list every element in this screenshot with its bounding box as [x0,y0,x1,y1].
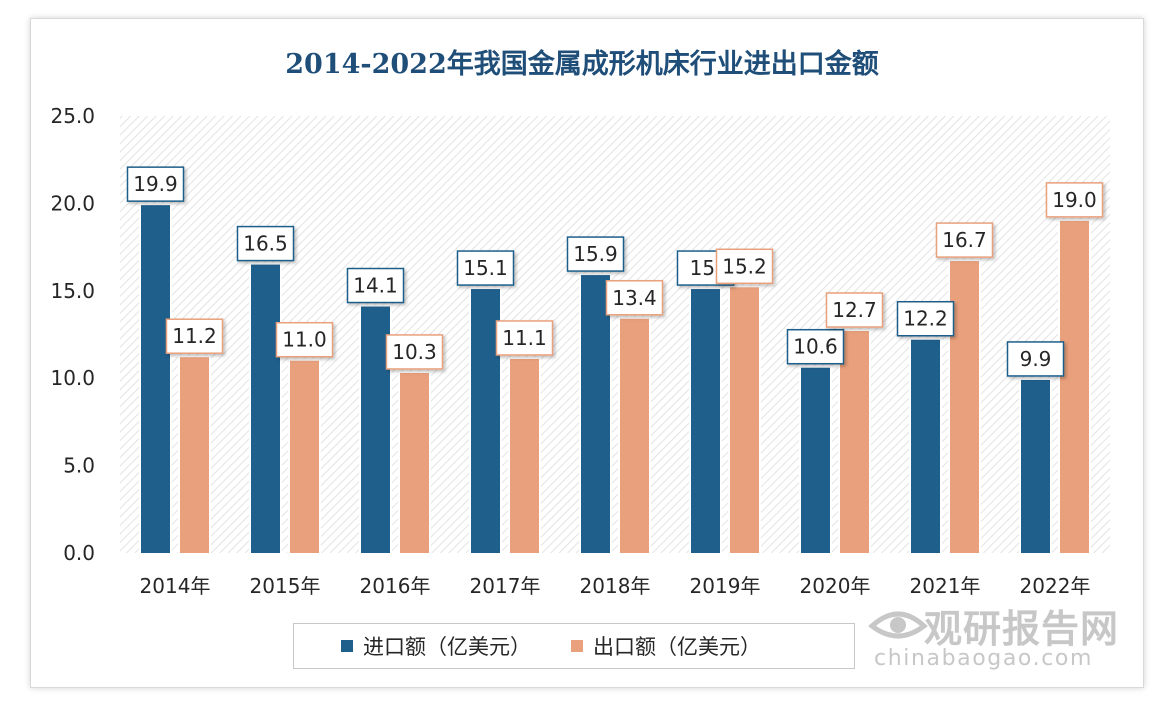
data-label: 11.1 [502,326,547,350]
bar-import [691,289,720,553]
x-tick-label: 2016年 [360,574,431,598]
data-label-box [346,267,405,304]
x-tick-label: 2018年 [580,574,651,598]
x-tick-label: 2021年 [910,574,981,598]
data-label-box [456,250,515,286]
x-tick-label: 2022年 [1020,574,1091,598]
y-tick-label: 10.0 [50,366,95,390]
data-label: 16.5 [243,232,288,256]
x-axis: 2014年 2015年 2016年 2017年 2018年 2019年 2020年 2021年… [140,574,1091,598]
data-label-box [605,280,664,316]
legend-swatch-import [341,640,353,652]
chart-title: 2014-2022年我国金属成形机床行业进出口金额 [285,49,879,80]
bar-import [801,367,830,553]
data-label: 10.6 [793,335,838,359]
data-label: 19.0 [1052,188,1097,212]
x-tick-label: 2014年 [140,574,211,598]
data-label-box [236,225,295,262]
bar-export [730,287,759,553]
bar-export [400,372,429,553]
y-tick-label: 15.0 [50,279,95,303]
x-tick-label: 2015年 [250,574,321,598]
bar-import [911,339,940,553]
data-label: 11.0 [282,328,327,352]
data-label: 10.3 [392,340,437,364]
data-label: 16.7 [942,228,987,252]
bar-import [141,205,170,553]
bar-export [290,360,319,553]
data-label-box [825,292,884,328]
data-label-box [786,328,845,365]
data-label: 11.2 [172,324,217,348]
x-tick-label: 2017年 [470,574,541,598]
data-labels-group: 19.9 11.2 16.5 11.0 14.1 10.3 15.1 11.1 15.9 13.4… [126,166,1104,377]
legend-label-export: 出口额（亿美元） [593,635,761,659]
data-label-box [1045,182,1104,218]
y-tick-label: 20.0 [50,191,95,215]
data-label: 14.1 [353,274,398,298]
y-tick-label: 5.0 [63,454,95,478]
legend-swatch-export [571,640,583,652]
bar-export [840,331,869,553]
legend-item-export: 出口额（亿美元） [571,631,761,661]
legend: 进口额（亿美元） 出口额（亿美元） [293,623,855,669]
x-tick-label: 2020年 [800,574,871,598]
bar-import [251,264,280,553]
x-tick-label: 2019年 [690,574,761,598]
data-label-box [935,222,994,258]
data-label: 9.9 [1020,347,1052,371]
data-label-box [715,248,774,285]
data-label: 15.9 [573,242,618,266]
data-label-box [385,334,444,370]
data-label: 19.9 [133,172,178,196]
data-label: 15.1 [463,256,508,280]
legend-label-import: 进口额（亿美元） [363,635,531,659]
data-label-box [126,166,185,202]
bar-import [361,306,390,553]
bar-import [471,289,500,553]
bar-export [1060,220,1089,553]
data-label-box [1006,341,1065,377]
data-label-box [566,236,625,272]
y-tick-label: 25.0 [50,104,95,128]
bar-export [180,357,209,553]
bar-import [581,275,610,553]
data-label: 13.4 [612,286,657,310]
y-axis: 0.0 5.0 10.0 15.0 20.0 25.0 [50,104,95,565]
bar-import [1021,379,1050,553]
y-tick-label: 0.0 [63,541,95,565]
data-label: 15.2 [722,254,767,278]
legend-item-import: 进口额（亿美元） [341,631,531,661]
bar-export [620,318,649,553]
bars-group [139,203,1091,553]
data-label: 12.7 [832,298,877,322]
data-label-box [495,320,554,356]
data-label: 12.2 [903,307,948,331]
bar-export [510,358,539,553]
data-label-box [896,300,955,337]
data-label-box [165,318,224,354]
data-label-box [275,321,334,358]
bar-export [950,261,979,553]
